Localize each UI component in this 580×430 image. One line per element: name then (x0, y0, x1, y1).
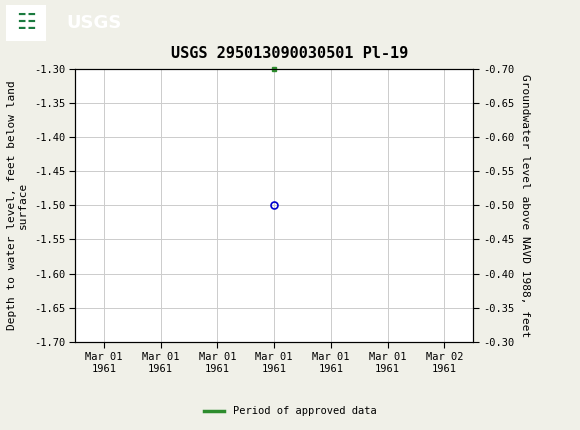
Y-axis label: Groundwater level above NAVD 1988, feet: Groundwater level above NAVD 1988, feet (520, 74, 530, 337)
FancyBboxPatch shape (6, 4, 46, 41)
Y-axis label: Depth to water level, feet below land
surface: Depth to water level, feet below land su… (6, 80, 28, 330)
Text: USGS: USGS (67, 14, 122, 31)
Text: USGS 295013090030501 Pl-19: USGS 295013090030501 Pl-19 (171, 46, 409, 61)
Text: ☷: ☷ (16, 12, 36, 33)
Legend: Period of approved data: Period of approved data (200, 402, 380, 421)
